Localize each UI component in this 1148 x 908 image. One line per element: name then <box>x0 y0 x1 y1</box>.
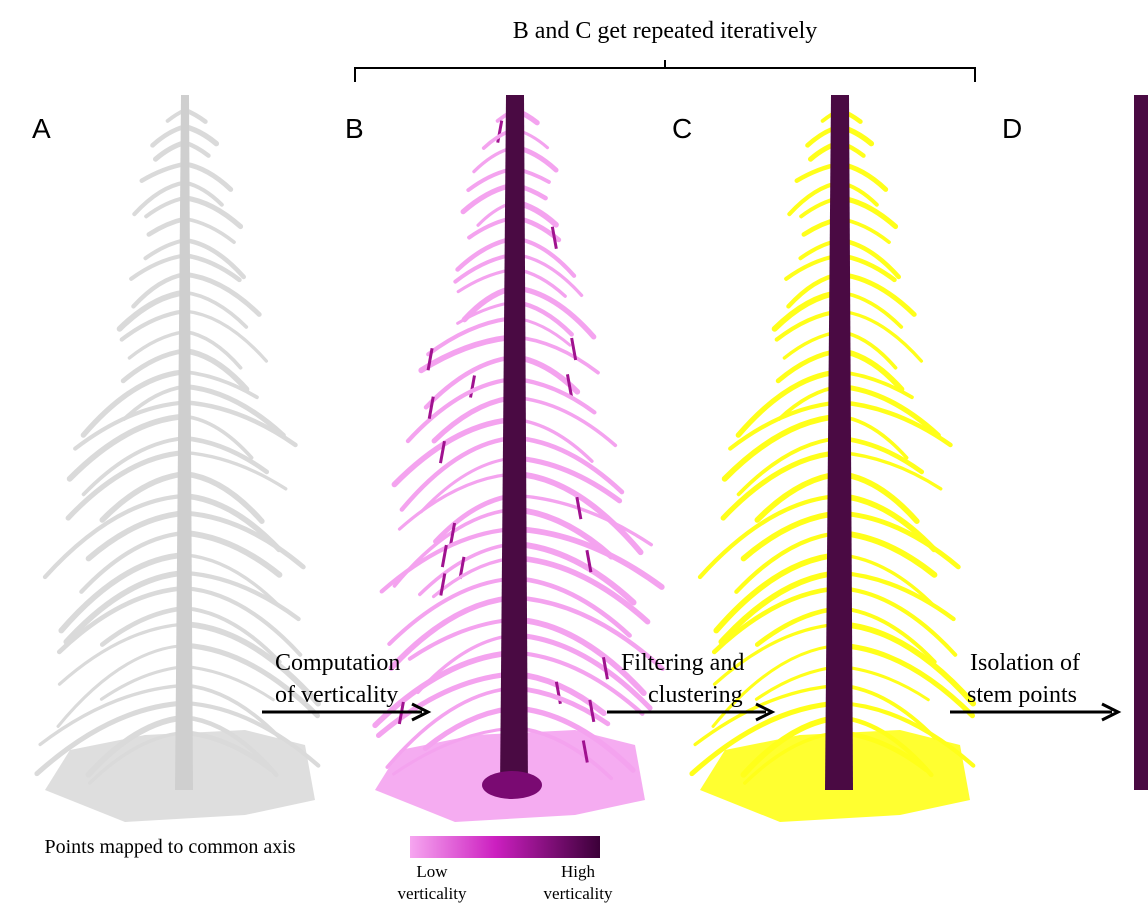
step-text: stem points <box>967 682 1077 708</box>
branch <box>736 533 840 592</box>
branch <box>185 416 252 457</box>
stem-base <box>482 771 542 799</box>
vertical-segment <box>567 374 571 396</box>
branch <box>142 164 185 181</box>
tree-layer <box>37 95 973 822</box>
stem-panel-d <box>1134 95 1148 790</box>
step-text: Isolation of <box>970 650 1080 676</box>
legend-text: Low <box>416 862 448 881</box>
step-text: Filtering and <box>621 650 744 676</box>
vertical-segment <box>552 227 556 249</box>
step-text: Computation <box>275 650 400 676</box>
figure: B and C get repeated iteratively A B C D… <box>0 0 1148 908</box>
step: Filtering and clustering <box>607 650 772 720</box>
stem <box>500 95 528 790</box>
branch <box>146 198 185 217</box>
panel-label: B <box>345 113 364 144</box>
step: Isolation of stem points <box>950 650 1118 720</box>
branch <box>149 219 185 235</box>
panel-label: D <box>1002 113 1022 144</box>
branch <box>515 458 620 501</box>
branch <box>120 292 185 328</box>
branch <box>185 127 216 144</box>
vertical-segment <box>577 497 581 519</box>
branch <box>840 588 955 654</box>
brace <box>355 60 975 82</box>
branch <box>515 337 598 373</box>
legend-text: High <box>561 862 596 881</box>
vertical-segment <box>498 121 502 143</box>
branch <box>185 351 247 390</box>
legend-text: verticality <box>398 884 467 903</box>
legend-text: verticality <box>544 884 613 903</box>
title: B and C get repeated iteratively <box>513 18 818 44</box>
branch <box>185 588 300 654</box>
step-text: of verticality <box>275 682 398 708</box>
vertical-segment <box>470 375 474 397</box>
branch <box>185 219 234 242</box>
caption: Points mapped to common axis <box>44 836 295 858</box>
panel-label: A <box>32 113 51 144</box>
step-text: clustering <box>648 682 743 708</box>
page: {"header": {"title": "B and C get repeat… <box>0 0 1148 908</box>
branch <box>421 337 515 370</box>
branch <box>515 438 622 492</box>
panel-label: C <box>672 113 692 144</box>
branch <box>185 453 286 489</box>
branch <box>81 533 185 592</box>
branch <box>840 453 941 489</box>
colorbar <box>410 836 600 858</box>
